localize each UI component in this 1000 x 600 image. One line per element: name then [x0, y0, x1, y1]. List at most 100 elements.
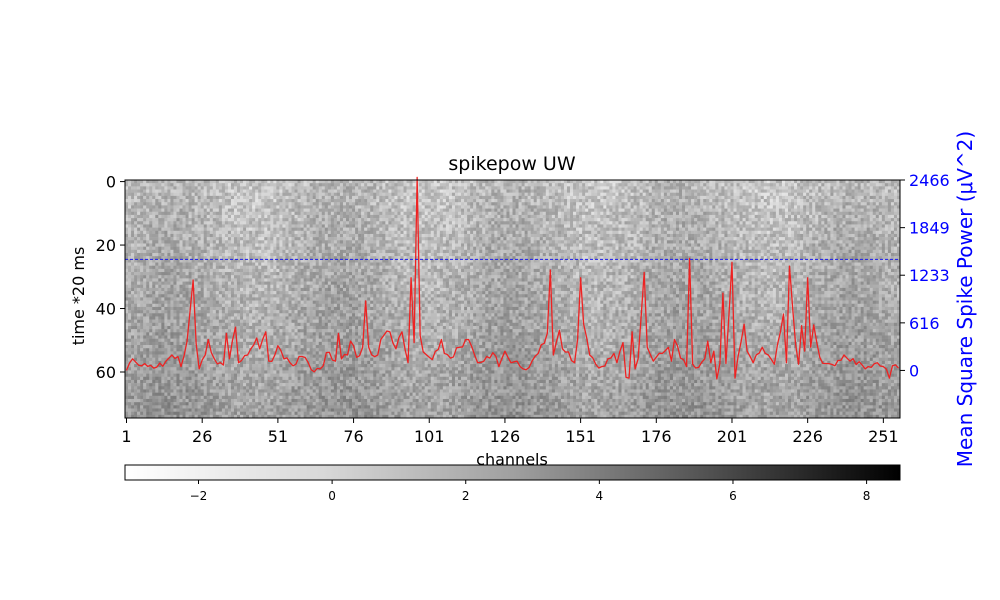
heatmap-cell	[482, 183, 485, 186]
heatmap-cell	[685, 202, 688, 205]
heatmap-cell	[830, 199, 833, 202]
heatmap-cell	[788, 183, 791, 186]
heatmap-cell	[667, 221, 670, 224]
heatmap-cell	[431, 196, 434, 199]
heatmap-cell	[479, 218, 482, 221]
heatmap-cell	[694, 224, 697, 227]
heatmap-cell	[334, 228, 337, 231]
heatmap-cell	[219, 218, 222, 221]
heatmap-cell	[516, 212, 519, 215]
heatmap-cell	[273, 190, 276, 193]
heatmap-cell	[446, 218, 449, 221]
heatmap-cell	[285, 186, 288, 189]
heatmap-cell	[358, 199, 361, 202]
heatmap-cell	[534, 190, 537, 193]
heatmap-cell	[791, 221, 794, 224]
heatmap-cell	[806, 186, 809, 189]
heatmap-cell	[761, 193, 764, 196]
heatmap-cell	[591, 218, 594, 221]
heatmap-cell	[455, 202, 458, 205]
heatmap-cell	[410, 196, 413, 199]
heatmap-cell	[597, 231, 600, 234]
heatmap-cell	[579, 221, 582, 224]
heatmap-cell	[379, 240, 382, 243]
heatmap-cell	[485, 215, 488, 218]
heatmap-cell	[137, 237, 140, 240]
heatmap-cell	[192, 193, 195, 196]
heatmap-cell	[770, 190, 773, 193]
heatmap-cell	[658, 205, 661, 208]
heatmap-cell	[292, 240, 295, 243]
heatmap-cell	[494, 212, 497, 215]
heatmap-cell	[397, 224, 400, 227]
heatmap-cell	[631, 180, 634, 183]
heatmap-cell	[621, 180, 624, 183]
heatmap-cell	[534, 221, 537, 224]
heatmap-cell	[419, 190, 422, 193]
heatmap-cell	[506, 180, 509, 183]
heatmap-cell	[394, 190, 397, 193]
heatmap-cell	[609, 193, 612, 196]
heatmap-cell	[818, 186, 821, 189]
heatmap-cell	[830, 196, 833, 199]
heatmap-cell	[582, 199, 585, 202]
heatmap-cell	[237, 190, 240, 193]
heatmap-cell	[667, 218, 670, 221]
heatmap-cell	[355, 237, 358, 240]
heatmap-cell	[434, 215, 437, 218]
heatmap-cell	[213, 240, 216, 243]
heatmap-cell	[149, 180, 152, 183]
heatmap-cell	[370, 205, 373, 208]
heatmap-cell	[134, 186, 137, 189]
heatmap-cell	[567, 228, 570, 231]
heatmap-cell	[295, 183, 298, 186]
heatmap-cell	[164, 224, 167, 227]
heatmap-cell	[697, 190, 700, 193]
heatmap-cell	[788, 231, 791, 234]
heatmap-cell	[446, 209, 449, 212]
heatmap-cell	[858, 183, 861, 186]
heatmap-cell	[846, 205, 849, 208]
heatmap-cell	[700, 199, 703, 202]
heatmap-cell	[258, 193, 261, 196]
heatmap-cell	[734, 231, 737, 234]
heatmap-cell	[322, 180, 325, 183]
heatmap-cell	[228, 202, 231, 205]
heatmap-cell	[894, 180, 897, 183]
heatmap-cell	[785, 218, 788, 221]
heatmap-cell	[500, 215, 503, 218]
heatmap-cell	[779, 234, 782, 237]
heatmap-cell	[497, 240, 500, 243]
heatmap-cell	[591, 234, 594, 237]
heatmap-cell	[864, 231, 867, 234]
heatmap-cell	[479, 180, 482, 183]
heatmap-cell	[485, 212, 488, 215]
heatmap-cell	[846, 231, 849, 234]
heatmap-cell	[788, 196, 791, 199]
heatmap-cell	[485, 196, 488, 199]
heatmap-cell	[455, 218, 458, 221]
heatmap-cell	[861, 180, 864, 183]
heatmap-cell	[231, 224, 234, 227]
heatmap-cell	[506, 193, 509, 196]
heatmap-cell	[567, 212, 570, 215]
heatmap-cell	[546, 212, 549, 215]
heatmap-cell	[664, 212, 667, 215]
heatmap-cell	[446, 202, 449, 205]
heatmap-cell	[779, 180, 782, 183]
heatmap-cell	[549, 190, 552, 193]
heatmap-cell	[385, 215, 388, 218]
heatmap-cell	[176, 186, 179, 189]
heatmap-cell	[867, 218, 870, 221]
heatmap-cell	[549, 231, 552, 234]
heatmap-cell	[528, 186, 531, 189]
heatmap-cell	[552, 237, 555, 240]
heatmap-cell	[785, 221, 788, 224]
heatmap-cell	[821, 212, 824, 215]
heatmap-cell	[322, 202, 325, 205]
heatmap-cell	[282, 231, 285, 234]
heatmap-cell	[591, 215, 594, 218]
heatmap-cell	[328, 180, 331, 183]
heatmap-cell	[855, 224, 858, 227]
